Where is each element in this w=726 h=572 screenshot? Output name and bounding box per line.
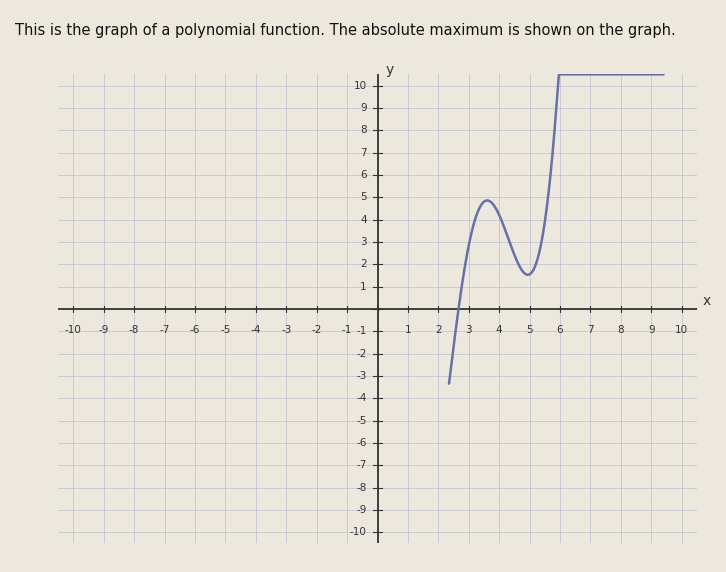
Text: 10: 10 (675, 324, 688, 335)
Text: 3: 3 (360, 237, 367, 247)
Text: -8: -8 (356, 483, 367, 492)
Text: -10: -10 (65, 324, 82, 335)
Text: x: x (703, 294, 711, 308)
Text: -1: -1 (342, 324, 352, 335)
Text: This is the graph of a polynomial function. The absolute maximum is shown on the: This is the graph of a polynomial functi… (15, 23, 675, 38)
Text: -5: -5 (220, 324, 231, 335)
Text: -9: -9 (356, 505, 367, 515)
Text: -9: -9 (99, 324, 109, 335)
Text: 2: 2 (360, 259, 367, 269)
Text: 5: 5 (526, 324, 533, 335)
Text: 10: 10 (354, 81, 367, 90)
Text: 4: 4 (360, 214, 367, 225)
Text: 1: 1 (404, 324, 411, 335)
Text: 1: 1 (360, 281, 367, 292)
Text: -2: -2 (356, 348, 367, 359)
Text: -7: -7 (160, 324, 170, 335)
Text: -8: -8 (129, 324, 139, 335)
Text: 2: 2 (435, 324, 441, 335)
Text: -10: -10 (350, 527, 367, 537)
Text: 6: 6 (557, 324, 563, 335)
Text: 8: 8 (360, 125, 367, 135)
Text: -4: -4 (250, 324, 261, 335)
Text: 9: 9 (648, 324, 655, 335)
Text: 6: 6 (360, 170, 367, 180)
Text: -5: -5 (356, 415, 367, 426)
Text: -2: -2 (311, 324, 322, 335)
Text: -3: -3 (356, 371, 367, 381)
Text: 4: 4 (496, 324, 502, 335)
Text: -1: -1 (356, 326, 367, 336)
Text: 7: 7 (587, 324, 594, 335)
Text: -6: -6 (356, 438, 367, 448)
Text: 9: 9 (360, 103, 367, 113)
Text: y: y (385, 63, 393, 77)
Text: 3: 3 (465, 324, 472, 335)
Text: 7: 7 (360, 148, 367, 157)
Text: -3: -3 (281, 324, 291, 335)
Text: -7: -7 (356, 460, 367, 470)
Text: 8: 8 (618, 324, 624, 335)
Text: -6: -6 (189, 324, 200, 335)
Text: 5: 5 (360, 192, 367, 202)
Text: -4: -4 (356, 393, 367, 403)
